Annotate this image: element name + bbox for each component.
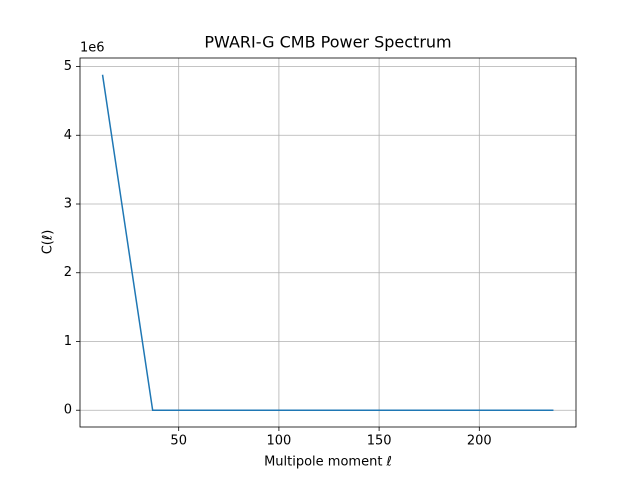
y-tick-label: 0 xyxy=(64,403,72,418)
y-tick-label: 2 xyxy=(64,265,72,280)
y-axis-label: C(ℓ) xyxy=(41,230,56,255)
y-offset-label: 1e6 xyxy=(80,41,105,56)
y-tick-label: 1 xyxy=(64,334,72,349)
y-tick-label: 4 xyxy=(64,128,72,143)
data-line xyxy=(101,74,554,411)
x-tick-label: 50 xyxy=(170,434,187,449)
chart-title: PWARI-G CMB Power Spectrum xyxy=(204,33,451,52)
x-axis-label: Multipole moment ℓ xyxy=(264,455,392,470)
x-tick-label: 100 xyxy=(266,434,291,449)
y-tick-label: 3 xyxy=(64,197,72,212)
x-tick-label: 150 xyxy=(367,434,392,449)
plot-frame xyxy=(79,57,577,428)
x-tick-label: 200 xyxy=(467,434,492,449)
y-tick-label: 5 xyxy=(64,59,72,74)
